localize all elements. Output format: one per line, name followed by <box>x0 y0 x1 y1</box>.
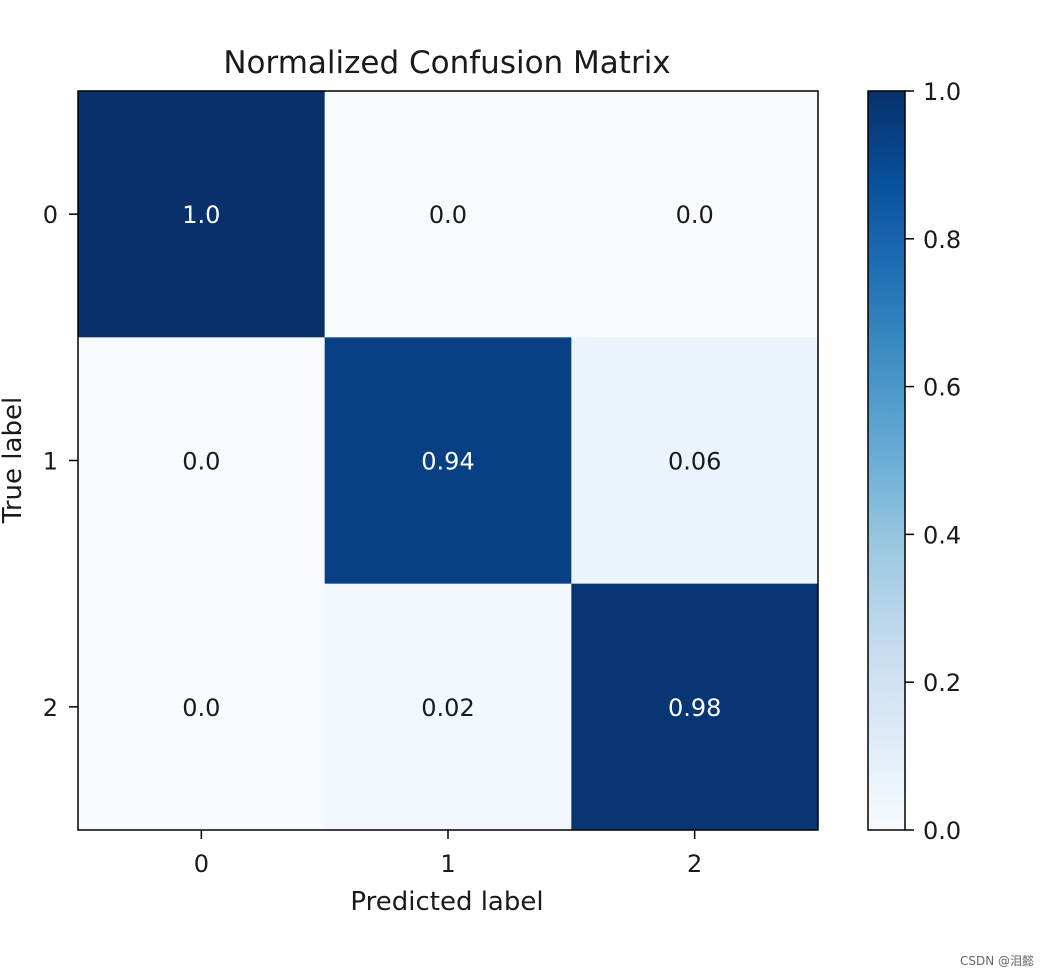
heatmap-cell <box>324 337 572 585</box>
x-tick-label: 0 <box>194 850 209 878</box>
y-tick-label: 2 <box>43 694 58 722</box>
heatmap-cell <box>78 91 326 338</box>
x-axis-ticks: 0 1 2 <box>194 830 702 878</box>
heatmap-cell <box>571 91 819 338</box>
cell-value-label: 0.0 <box>676 201 714 229</box>
heatmap-cell <box>78 337 326 585</box>
y-tick-label: 0 <box>43 201 58 229</box>
colorbar-tick-label: 0.8 <box>923 226 961 254</box>
colorbar-tick-label: 0.2 <box>923 669 961 697</box>
cell-value-label: 0.06 <box>668 448 721 476</box>
y-tick-label: 1 <box>43 448 58 476</box>
cell-value-label: 0.94 <box>421 448 474 476</box>
colorbar-tick-label: 0.0 <box>923 817 961 845</box>
watermark: CSDN @泪懿 <box>959 954 1034 968</box>
cell-value-label: 0.98 <box>668 694 721 722</box>
y-axis-ticks: 0 1 2 <box>43 201 78 722</box>
heatmap-cell <box>571 583 819 831</box>
colorbar-tick-label: 0.6 <box>923 374 961 402</box>
colorbar <box>867 90 906 831</box>
heatmap-cell <box>78 583 326 831</box>
heatmap-cell <box>324 91 572 338</box>
colorbar-ticks: 0.0 0.2 0.4 0.6 0.8 1.0 <box>905 78 961 845</box>
x-tick-label: 1 <box>440 850 455 878</box>
chart-title: Normalized Confusion Matrix <box>223 45 670 81</box>
heatmap-cells: 1.0 0.0 0.0 0.0 0.94 0.06 0.0 0.02 0.98 <box>78 91 819 831</box>
cell-value-label: 0.0 <box>182 448 220 476</box>
heatmap-cell <box>571 337 819 585</box>
cell-value-label: 0.02 <box>421 694 474 722</box>
colorbar-tick-label: 0.4 <box>923 521 961 549</box>
heatmap-cell <box>324 583 572 831</box>
y-axis-label: True label <box>0 397 28 524</box>
cell-value-label: 0.0 <box>429 201 467 229</box>
cell-value-label: 1.0 <box>182 201 220 229</box>
x-tick-label: 2 <box>687 850 702 878</box>
x-axis-label: Predicted label <box>350 887 543 917</box>
cell-value-label: 0.0 <box>182 694 220 722</box>
colorbar-tick-label: 1.0 <box>923 78 961 106</box>
